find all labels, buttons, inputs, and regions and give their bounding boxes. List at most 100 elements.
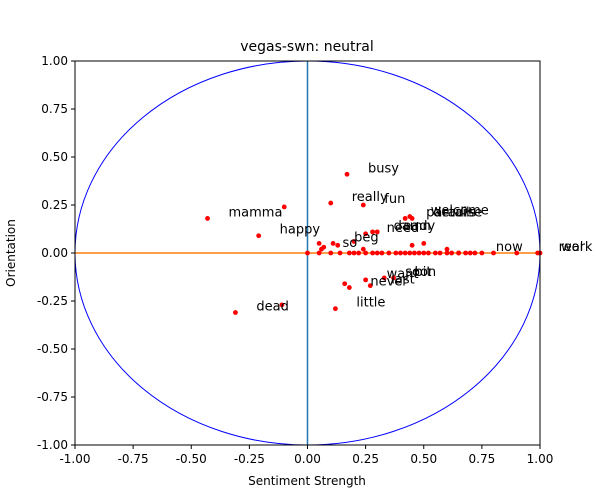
point-label: real [559, 240, 584, 255]
data-point [421, 250, 427, 256]
y-tick-label: -0.50 [37, 342, 68, 356]
x-axis-ticks: -1.00 -0.75 -0.50 -0.25 0.00 0.25 0.50 0.75 1.00 [59, 445, 553, 466]
data-point [316, 250, 322, 256]
point-label: damn [394, 219, 431, 234]
data-point [472, 250, 478, 256]
data-point [319, 246, 324, 252]
plot-area: busy fun welcome really mamma paradisedetails… [74, 60, 593, 446]
y-tick-label: -0.25 [37, 294, 68, 308]
data-point [402, 216, 408, 221]
data-point [416, 250, 422, 256]
data-point [363, 250, 369, 256]
y-tick-label: 0.00 [41, 246, 68, 260]
data-point [463, 250, 468, 256]
data-point [535, 250, 541, 256]
data-point [374, 250, 380, 256]
data-point [444, 250, 450, 256]
point-label: now [496, 240, 523, 255]
data-point [449, 250, 455, 256]
y-tick-label: 0.50 [41, 150, 68, 164]
point-label: details [433, 205, 477, 220]
data-point [328, 200, 334, 206]
x-tick-label: -0.75 [118, 452, 149, 466]
x-tick-label: -1.00 [59, 452, 90, 466]
data-point [479, 250, 485, 256]
data-point [333, 306, 338, 312]
data-point [412, 250, 417, 256]
data-point [367, 283, 373, 289]
data-point [344, 171, 350, 177]
y-axis-label: Orientation [4, 219, 18, 287]
data-point [370, 229, 375, 235]
point-label: beg [354, 230, 379, 245]
data-point [346, 250, 352, 256]
point-label: bit [415, 265, 432, 280]
data-point [351, 250, 357, 256]
y-axis-ticks: -1.00 -0.75 -0.50 -0.25 0.00 0.25 0.50 0.75 1.00 [37, 54, 75, 452]
data-point [233, 310, 238, 315]
data-point [491, 250, 496, 256]
data-point [279, 302, 285, 308]
point-label: work [561, 240, 593, 255]
x-tick-label: -0.50 [176, 452, 207, 466]
data-point [205, 216, 210, 221]
data-point [356, 250, 362, 256]
y-tick-label: 1.00 [41, 54, 68, 68]
x-tick-label: 0.00 [294, 452, 321, 466]
y-tick-label: 0.25 [41, 198, 68, 212]
data-point [402, 250, 408, 256]
x-tick-label: 0.25 [352, 452, 379, 466]
data-point [432, 250, 438, 256]
data-point [456, 250, 462, 256]
x-tick-label: 0.50 [410, 452, 437, 466]
data-point [407, 250, 413, 256]
data-point [409, 216, 415, 221]
data-point [379, 250, 385, 256]
point-label: so [342, 236, 357, 251]
data-point [514, 250, 520, 256]
data-point [256, 233, 262, 239]
data-point [421, 241, 427, 246]
data-point [391, 275, 396, 281]
data-point [335, 242, 341, 248]
x-tick-label: 1.00 [527, 452, 554, 466]
x-tick-label: 0.75 [469, 452, 496, 466]
data-point [393, 250, 399, 256]
data-point [363, 231, 369, 237]
point-label: busy [368, 161, 399, 176]
x-tick-label: -0.25 [234, 452, 265, 466]
data-point [328, 250, 334, 256]
x-axis-label: Sentiment Strength [248, 474, 366, 488]
data-point [346, 285, 352, 290]
data-point [342, 281, 348, 287]
data-point [467, 250, 473, 256]
data-point [363, 277, 369, 283]
data-point [381, 275, 387, 281]
point-label: dead [256, 300, 288, 315]
point-label: need [387, 221, 420, 236]
data-point [370, 250, 375, 256]
data-point [426, 250, 431, 256]
y-tick-label: -1.00 [37, 438, 68, 452]
y-tick-label: -0.75 [37, 390, 68, 404]
data-point [386, 250, 392, 256]
point-label: never [370, 275, 408, 290]
chart-title: vegas-swn: neutral [240, 39, 374, 55]
point-label: fun [384, 192, 405, 207]
data-point [374, 229, 380, 235]
data-point [281, 204, 287, 210]
data-point [437, 250, 443, 256]
data-point [444, 246, 450, 252]
data-point [305, 250, 310, 256]
point-label: paradise [426, 205, 482, 220]
data-point [398, 250, 403, 256]
data-point [360, 202, 366, 208]
point-label: welcome [431, 204, 489, 219]
data-point [351, 239, 357, 244]
point-label: really [352, 190, 388, 205]
data-point [409, 242, 415, 248]
data-point [337, 250, 343, 256]
point-label: soon [405, 265, 436, 280]
point-label: happy [280, 223, 321, 238]
